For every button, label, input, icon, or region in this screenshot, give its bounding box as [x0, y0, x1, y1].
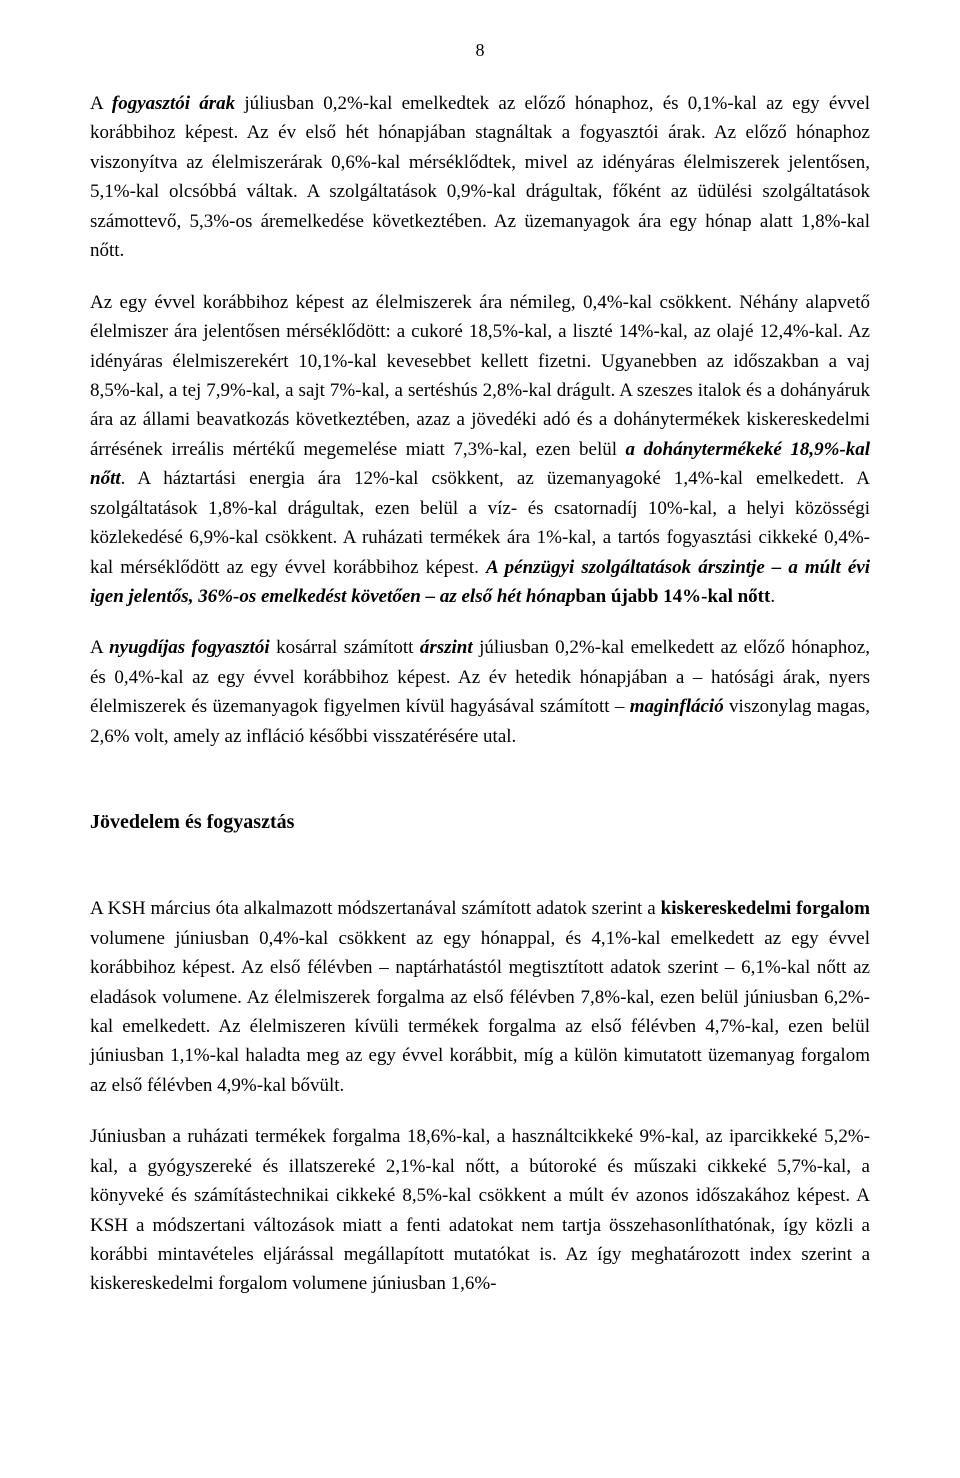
text-run: A KSH március óta alkalmazott módszertan…: [90, 898, 661, 919]
text-run: Júniusban a ruházati termékek forgalma 1…: [90, 1126, 870, 1294]
paragraph-1: A fogyasztói árak júliusban 0,2%-kal eme…: [90, 89, 870, 266]
text-run: maginfláció: [630, 696, 724, 717]
text-run: fogyasztói árak: [112, 93, 235, 114]
page-number: 8: [90, 40, 870, 61]
text-run: volumene júniusban 0,4%-kal csökkent az …: [90, 928, 870, 1096]
paragraph-3: A nyugdíjas fogyasztói kosárral számítot…: [90, 633, 870, 751]
text-run: kosárral számított: [270, 637, 420, 658]
text-run: A: [90, 637, 109, 658]
text-run: A: [90, 93, 112, 114]
paragraph-4: A KSH március óta alkalmazott módszertan…: [90, 894, 870, 1100]
text-run: kiskereskedelmi forgalom: [661, 898, 870, 919]
text-run: árszint: [420, 637, 473, 658]
paragraph-2: Az egy évvel korábbihoz képest az élelmi…: [90, 288, 870, 612]
paragraph-5: Júniusban a ruházati termékek forgalma 1…: [90, 1122, 870, 1299]
text-run: ban újabb 14%-kal nőtt: [576, 586, 771, 607]
text-run: Az egy évvel korábbihoz képest az élelmi…: [90, 292, 870, 460]
text-run: nyugdíjas fogyasztói: [109, 637, 270, 658]
text-run: .: [770, 586, 775, 607]
document-page: 8 A fogyasztói árak júliusban 0,2%-kal e…: [0, 0, 960, 1478]
text-run: júliusban 0,2%-kal emelkedtek az előző h…: [90, 93, 870, 261]
section-heading: Jövedelem és fogyasztás: [90, 811, 870, 834]
